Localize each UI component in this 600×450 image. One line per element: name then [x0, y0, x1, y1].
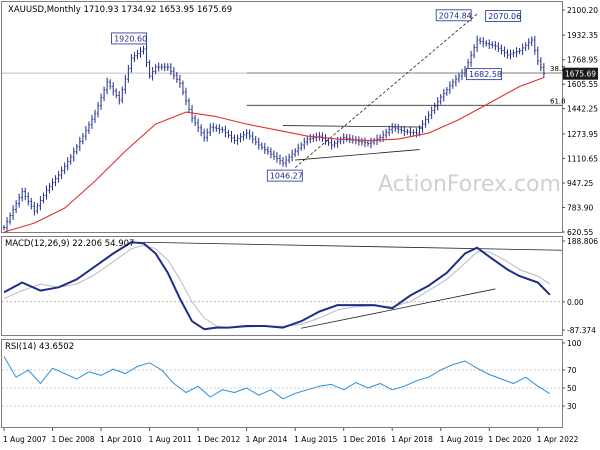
macd-y-tick-label: 188.806: [567, 237, 598, 246]
last-price-tag: 1675.69: [565, 70, 596, 79]
rsi-y-tick-label: 100: [567, 339, 582, 348]
annotation-layer: 1675.69 1920.60 1046.27 2074.84 2070.06 1682.…: [111, 9, 598, 182]
price-y-tick-label: 1768.95: [567, 56, 598, 65]
macd-line: [3, 241, 551, 331]
annotation-box: [266, 169, 303, 182]
price-title-bg: [2, 2, 252, 15]
x-tick-label: 1 Aug 2015: [294, 435, 337, 444]
price-y-tick-label: 1605.55: [567, 80, 598, 89]
series-layer: [2, 35, 551, 400]
x-tick-label: 1 Dec 2012: [197, 435, 240, 444]
x-tick-label: 1 Dec 2020: [488, 435, 531, 444]
x-tick-label: 1 Apr 2022: [537, 435, 579, 444]
macd-trendline: [143, 241, 563, 251]
price-y-tick-label: 783.90: [567, 203, 593, 212]
x-tick-label: 1 Dec 2016: [343, 435, 386, 444]
x-tick-label: 1 Apr 2014: [246, 435, 288, 444]
price-y-tick-label: 2100.20: [567, 6, 598, 15]
price-panel-frame: [1, 1, 563, 233]
grid-layer: [2, 301, 562, 407]
rsi-y-tick-label: 70: [567, 366, 577, 375]
fib-level-label: 38.2: [550, 65, 566, 73]
annotation-label: 2070.06: [488, 12, 521, 21]
annotation-label: 1682.58: [469, 70, 502, 79]
price-y-tick-label: 620.55: [567, 228, 593, 237]
price-y-tick-label: 1273.95: [567, 130, 598, 139]
rsi-line: [3, 356, 551, 400]
channel-trendline: [295, 149, 420, 161]
price-y-tick-label: 1442.25: [567, 105, 598, 114]
rsi-panel-title: RSI(14) 43.6502: [5, 342, 74, 352]
rsi-panel-frame: [1, 339, 563, 428]
x-tick-label: 1 Apr 2010: [100, 435, 142, 444]
x-tick-label: 1 Aug 2019: [440, 435, 483, 444]
macd-panel-title: MACD(12,26,9) 22.206 54.907: [5, 239, 134, 249]
macd-y-tick-label: 0.00: [567, 298, 584, 307]
tick-label-layer: 2100.20 1932.35 1768.95 1605.55 1442.25 1273.…: [3, 6, 598, 444]
macd-y-tick-label: -87.374: [567, 326, 596, 335]
annotation-box: [111, 32, 147, 45]
fib-level-label: 61.8: [550, 97, 566, 105]
channel-trendline: [283, 125, 423, 128]
price-y-tick-label: 1110.65: [567, 154, 598, 163]
last-price-tag-bg: [563, 67, 598, 80]
price-panel-title: XAUUSD,Monthly 1710.93 1734.92 1653.95 1…: [8, 5, 232, 15]
watermark: ActionForex.com: [378, 172, 561, 197]
annotation-label: 2074.84: [439, 11, 472, 20]
x-tick-label: 1 Aug 2011: [149, 435, 192, 444]
macd-panel-frame: [1, 236, 563, 336]
rsi-y-tick-label: 30: [567, 402, 577, 411]
annotation-box: [466, 68, 502, 81]
annotation-label: 1920.60: [114, 34, 147, 43]
price-y-tick-label: 947.25: [567, 179, 593, 188]
rsi-y-tick-label: 50: [567, 384, 577, 393]
x-tick-label: 1 Apr 2018: [391, 435, 433, 444]
moving-average-line: [3, 76, 545, 233]
annotation-label: 1046.27: [270, 172, 303, 181]
annotation-box: [485, 10, 522, 22]
macd-trendline: [301, 288, 496, 329]
x-tick-label: 1 Dec 2008: [52, 435, 95, 444]
x-tick-label: 1 Aug 2007: [3, 435, 46, 444]
annotation-box: [435, 9, 472, 22]
price-y-tick-label: 1932.35: [567, 31, 598, 40]
